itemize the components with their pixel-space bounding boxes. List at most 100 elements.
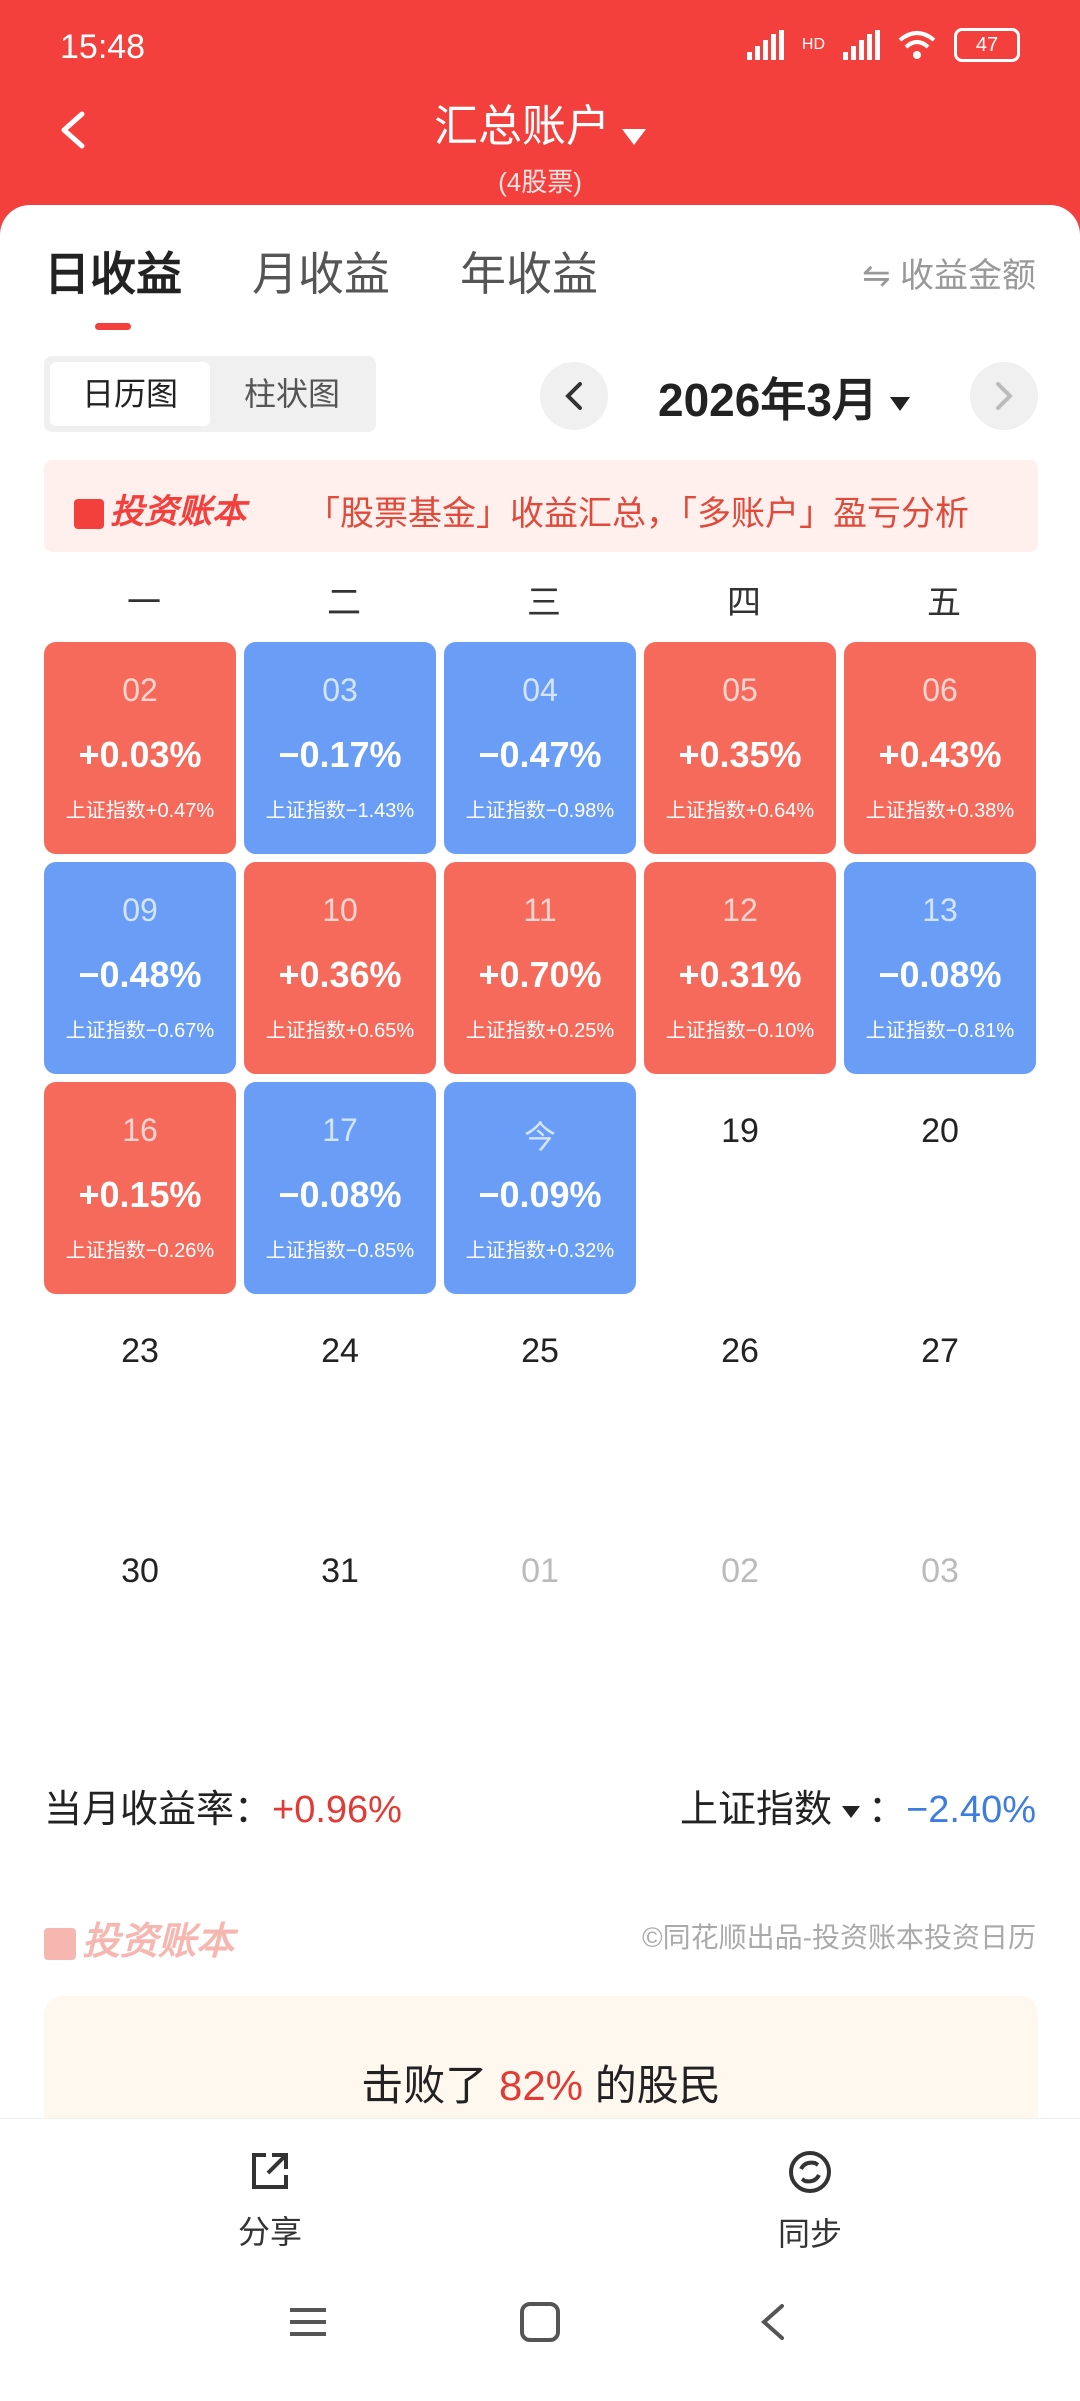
day-number: 30 (121, 1552, 159, 1590)
day-index-return: 上证指数−0.98% (465, 800, 615, 822)
calendar-day[interactable]: 12 +0.31% 上证指数−0.10% (644, 862, 836, 1074)
day-number: 03 (921, 1552, 959, 1590)
weekday-label: 四 (727, 584, 761, 622)
day-index-return: 上证指数+0.38% (865, 800, 1015, 822)
calendar-day[interactable]: 25 (444, 1302, 636, 1514)
home-icon[interactable] (518, 2302, 562, 2347)
calendar-day[interactable]: 20 (844, 1082, 1036, 1294)
bar-view-button[interactable]: 柱状图 (243, 376, 340, 412)
day-number: 13 (922, 892, 958, 928)
beat-card: 击败了 82% 的股民 (44, 1996, 1038, 2136)
day-index-return: 上证指数−0.67% (65, 1020, 215, 1042)
day-number: 24 (321, 1332, 359, 1370)
day-number: 20 (921, 1112, 959, 1150)
weekday-label: 五 (927, 584, 961, 622)
footer-logo: 投资账本 (44, 1910, 234, 1965)
calendar-day[interactable]: 24 (244, 1302, 436, 1514)
prev-month-button[interactable] (540, 362, 608, 430)
next-month-button[interactable] (970, 362, 1038, 430)
ledger-logo-icon (74, 499, 104, 530)
day-number: 19 (721, 1112, 759, 1150)
day-number: 03 (322, 672, 358, 708)
calendar-day[interactable]: 26 (644, 1302, 836, 1514)
day-number: 10 (322, 892, 358, 928)
index-return[interactable]: 上证指数 ：−2.40% (680, 1778, 1036, 1833)
calendar-day[interactable]: 03 (844, 1522, 1036, 1734)
day-return: +0.36% (278, 954, 402, 995)
tab-daily[interactable]: 日收益 (44, 238, 182, 330)
beat-text: 击败了 82% 的股民 (361, 2062, 721, 2109)
calendar-day[interactable]: 30 (44, 1522, 236, 1734)
day-return: +0.70% (478, 954, 602, 995)
day-index-return: 上证指数+0.25% (465, 1020, 615, 1042)
calendar-day[interactable]: 10 +0.36% 上证指数+0.65% (244, 862, 436, 1074)
day-index-return: 上证指数+0.47% (65, 800, 215, 822)
calendar-day[interactable]: 17 −0.08% 上证指数−0.85% (244, 1082, 436, 1294)
calendar-day[interactable]: 01 (444, 1522, 636, 1734)
day-number: 25 (521, 1332, 559, 1370)
calendar-day[interactable]: 06 +0.43% 上证指数+0.38% (844, 642, 1036, 854)
day-index-return: 上证指数−0.81% (865, 1020, 1015, 1042)
index-sep: ： (868, 1789, 907, 1831)
day-number: 今 (523, 1119, 556, 1155)
weekday-label: 二 (327, 584, 361, 622)
calendar-day[interactable]: 13 −0.08% 上证指数−0.81% (844, 862, 1036, 1074)
menu-icon[interactable] (288, 2302, 328, 2347)
calendar-day[interactable]: 19 (644, 1082, 836, 1294)
day-return: +0.31% (678, 954, 802, 995)
network-label: HD (801, 36, 825, 53)
calendar-day[interactable]: 27 (844, 1302, 1036, 1514)
month-selector[interactable]: 2026年3月 (658, 364, 910, 430)
calendar-view-button[interactable]: 日历图 (50, 362, 210, 426)
battery-icon: 47 (954, 28, 1020, 62)
day-index-return: 上证指数−0.10% (665, 1020, 815, 1042)
account-selector[interactable]: 汇总账户 (4股票) (0, 90, 1080, 199)
chevron-left-icon (565, 382, 582, 410)
calendar-day[interactable]: 09 −0.48% 上证指数−0.67% (44, 862, 236, 1074)
banner-text: 「股票基金」收益汇总，「多账户」盈亏分析 (306, 495, 969, 533)
status-bar: 15:48 HD 47 (60, 28, 1020, 68)
calendar-day[interactable]: 23 (44, 1302, 236, 1514)
view-toggle: 日历图 柱状图 (44, 356, 376, 432)
day-number: 06 (922, 672, 958, 708)
calendar-day[interactable]: 02 +0.03% 上证指数+0.47% (44, 642, 236, 854)
promo-banner[interactable]: 投资账本 「股票基金」收益汇总，「多账户」盈亏分析 (44, 460, 1038, 552)
day-number: 05 (722, 672, 758, 708)
day-number: 31 (321, 1552, 359, 1590)
sync-button[interactable]: 同步 (710, 2147, 910, 2255)
share-button[interactable]: 分享 (170, 2147, 370, 2253)
page-subtitle: (4股票) (498, 167, 582, 197)
amount-toggle[interactable]: ⇋ 收益金额 (862, 257, 1036, 295)
tab-yearly[interactable]: 年收益 (460, 248, 598, 300)
calendar-day[interactable]: 05 +0.35% 上证指数+0.64% (644, 642, 836, 854)
page-title: 汇总账户 (434, 102, 610, 151)
calendar-day[interactable]: 今 −0.09% 上证指数+0.32% (444, 1082, 636, 1294)
day-return: −0.08% (878, 954, 1002, 995)
calendar-day[interactable]: 03 −0.17% 上证指数−1.43% (244, 642, 436, 854)
back-icon[interactable] (758, 2302, 788, 2347)
bottom-bar: 分享 同步 (0, 2118, 1080, 2401)
day-number: 01 (521, 1552, 559, 1590)
weekday-label: 一 (127, 584, 161, 622)
back-arrow-icon[interactable] (54, 110, 94, 150)
calendar-day[interactable]: 11 +0.70% 上证指数+0.25% (444, 862, 636, 1074)
tab-monthly[interactable]: 月收益 (252, 248, 390, 300)
day-return: −0.48% (78, 954, 202, 995)
calendar-day[interactable]: 31 (244, 1522, 436, 1734)
calendar-day[interactable]: 04 −0.47% 上证指数−0.98% (444, 642, 636, 854)
day-index-return: 上证指数+0.64% (665, 800, 815, 822)
day-return: −0.47% (478, 734, 602, 775)
day-index-return: 上证指数−0.26% (65, 1240, 215, 1262)
day-index-return: 上证指数−1.43% (265, 800, 415, 822)
day-index-return: 上证指数+0.32% (465, 1240, 615, 1262)
footer-logo-icon (44, 1927, 76, 1960)
calendar-day[interactable]: 16 +0.15% 上证指数−0.26% (44, 1082, 236, 1294)
day-number: 11 (523, 892, 557, 928)
day-index-return: 上证指数+0.65% (265, 1020, 415, 1042)
day-number: 02 (721, 1552, 759, 1590)
day-number: 04 (522, 672, 558, 708)
calendar-day[interactable]: 02 (644, 1522, 836, 1734)
caret-down-icon (889, 396, 910, 411)
period-tabs: 日收益 月收益 年收益 (44, 238, 598, 330)
day-return: +0.35% (678, 734, 802, 775)
